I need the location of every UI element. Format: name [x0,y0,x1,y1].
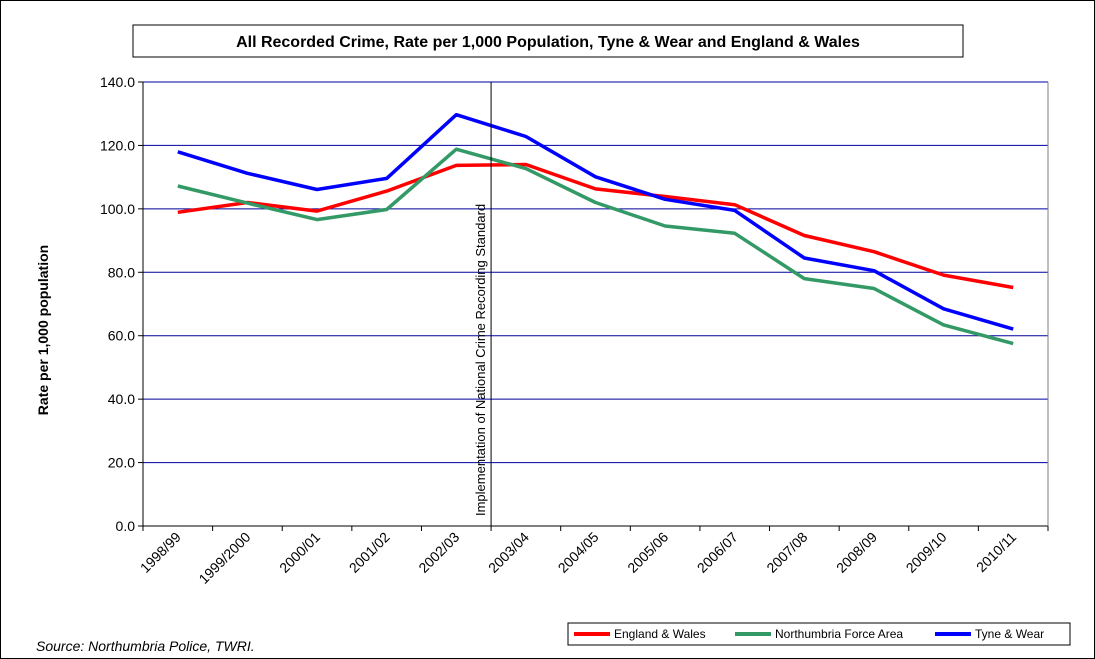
y-tick-label: 20.0 [108,455,135,471]
ncrs-annotation: Implementation of National Crime Recordi… [473,204,488,516]
x-tick-label: 1999/2000 [195,529,253,587]
y-tick-labels: 0.0 20.0 40.0 60.0 80.0 100.0 120.0 140.0 [100,74,135,534]
x-tick-label: 2006/07 [694,529,741,576]
x-tick-label: 1998/99 [137,529,184,576]
source-note: Source: Northumbria Police, TWRI. [36,638,255,654]
x-tick-label: 2002/03 [415,529,462,576]
x-tick-label: 2005/06 [624,529,671,576]
gridlines [143,81,1048,464]
y-tick-label: 100.0 [100,201,135,217]
y-tick-label: 80.0 [108,264,135,280]
y-tick-label: 60.0 [108,328,135,344]
legend-label: Northumbria Force Area [775,627,903,641]
title-box [132,24,964,58]
y-tick-label: 140.0 [100,74,135,90]
y-tick-label: 40.0 [108,391,135,407]
x-tick-labels: 1998/99 1999/2000 2000/01 2001/02 2002/03 200… [137,529,1020,587]
x-tick-label: 2001/02 [346,529,393,576]
axes [138,81,1049,531]
legend-box [567,622,1071,646]
legend: England & Wales Northumbria Force Area Tyn… [567,622,1071,646]
x-tick-label: 2000/01 [276,529,323,576]
series-line-england-wales [177,162,1014,290]
x-tick-label: 2010/11 [973,529,1020,576]
legend-label: England & Wales [614,627,706,641]
series-line-northumbria-force-area [177,147,1014,346]
series-lines [177,112,1014,346]
y-tick-label: 120.0 [100,137,135,153]
chart-title: All Recorded Crime, Rate per 1,000 Popul… [236,34,860,51]
x-tick-label: 2009/10 [903,529,950,576]
x-tick-label: 2008/09 [833,529,880,576]
y-tick-label: 0.0 [116,518,136,534]
series-line-tyne-wear [177,112,1014,331]
y-axis-label: Rate per 1,000 population [35,245,51,415]
x-tick-label: 2004/05 [555,529,602,576]
legend-label: Tyne & Wear [975,627,1044,641]
x-tick-label: 2007/08 [763,529,810,576]
x-tick-label: 2003/04 [485,529,532,576]
